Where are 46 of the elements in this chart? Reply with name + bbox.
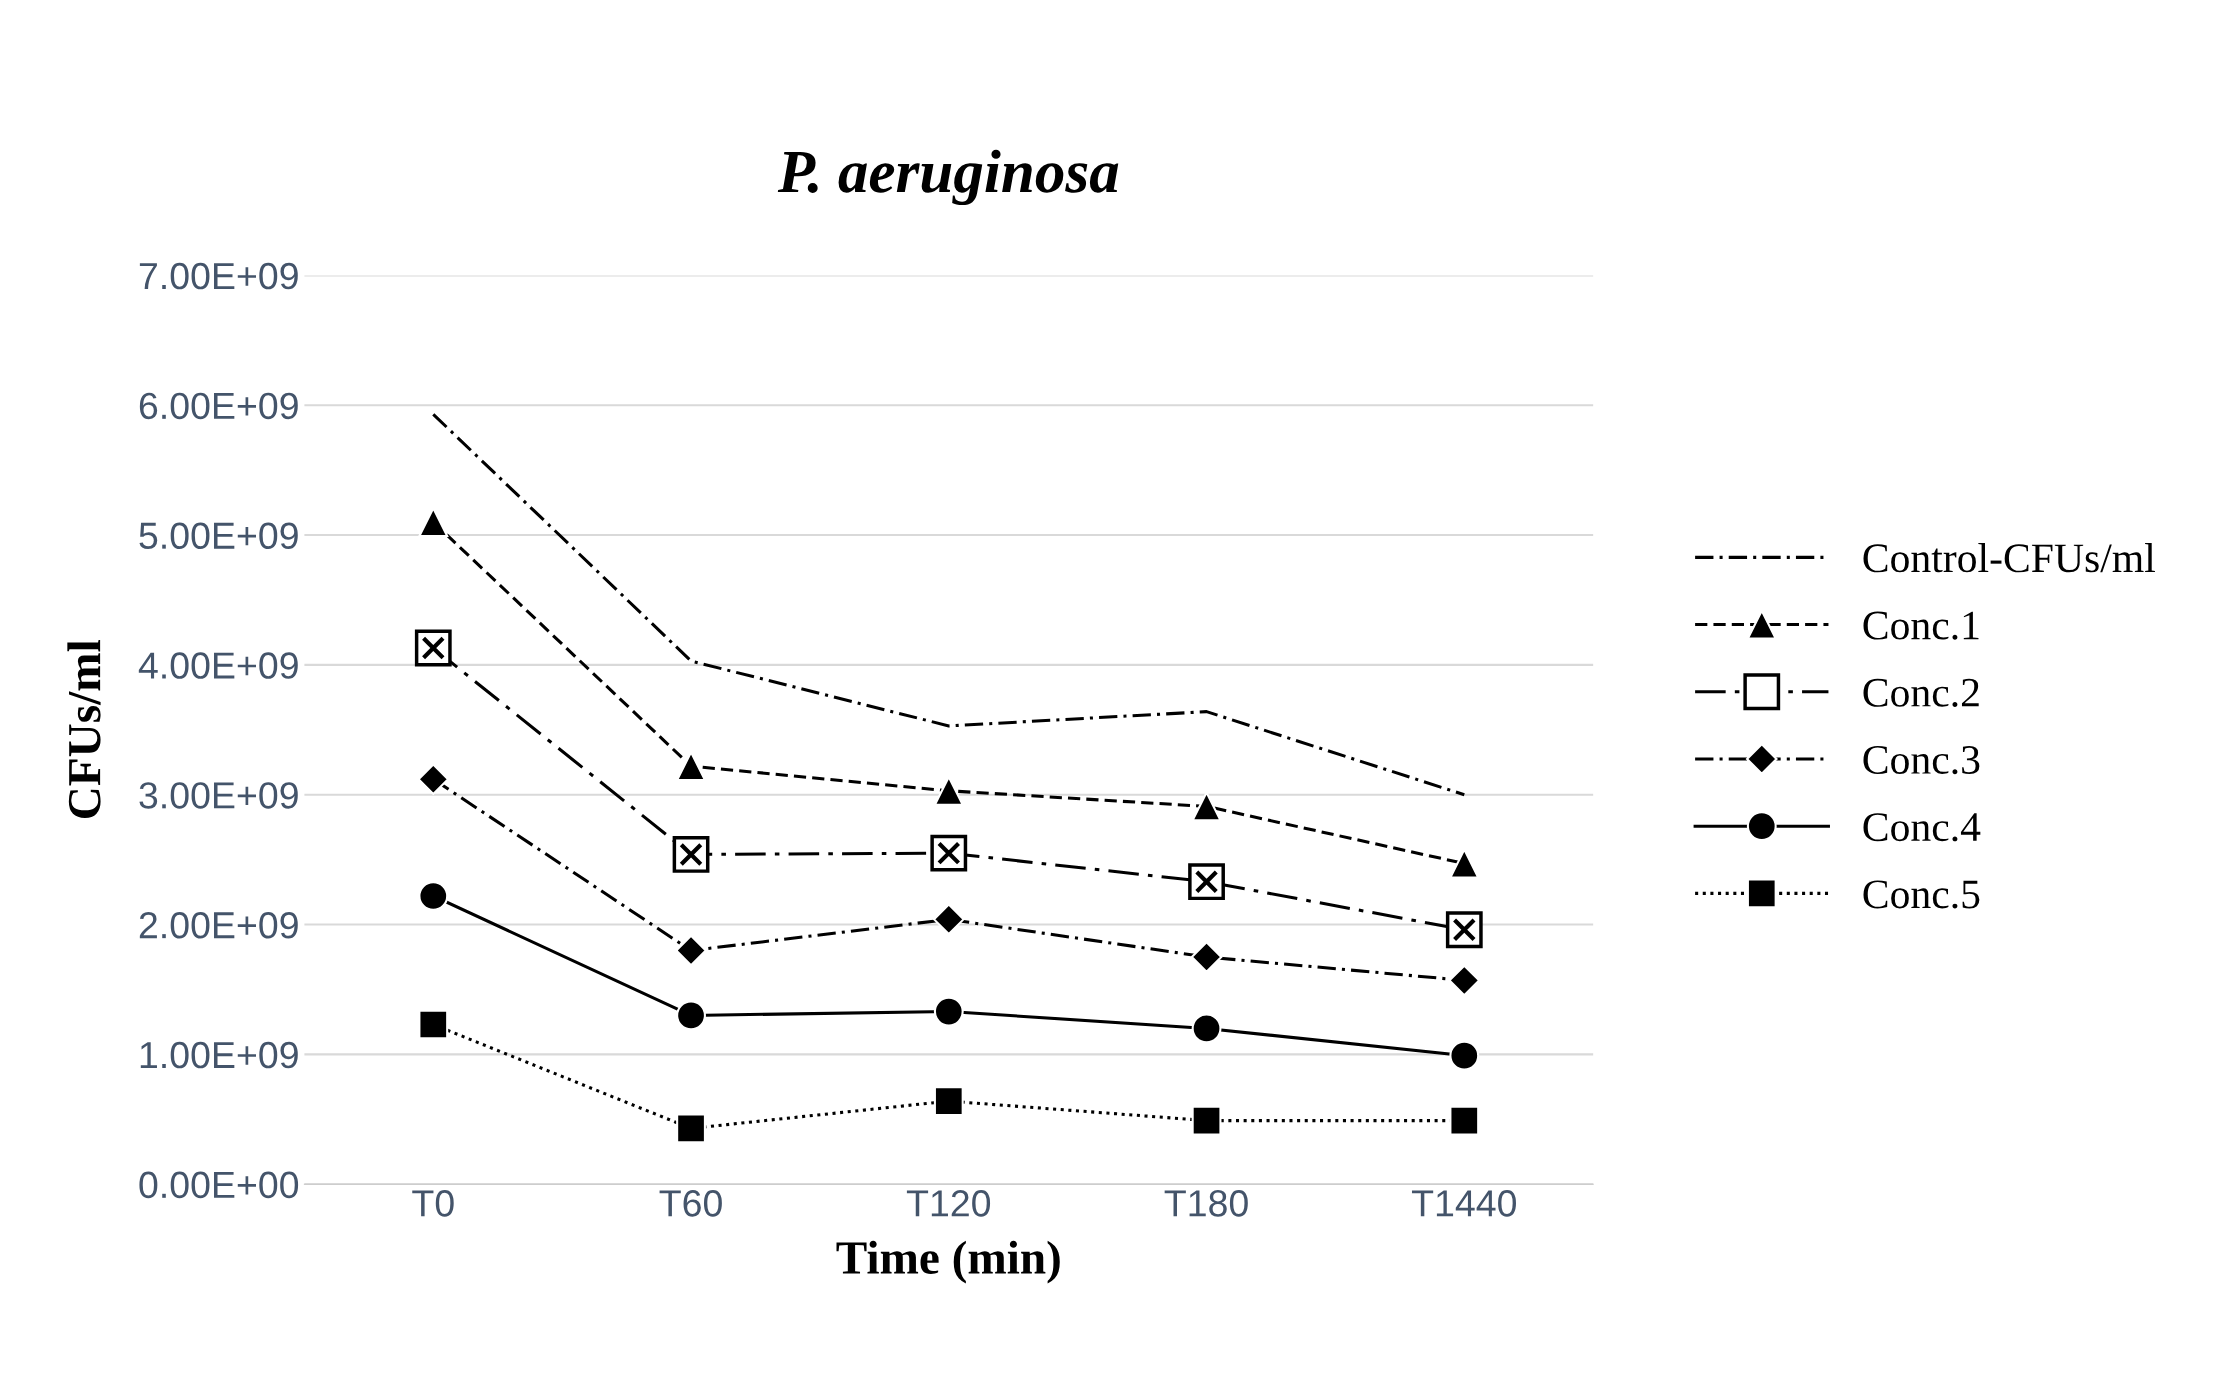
point bbox=[933, 903, 965, 936]
legend-label: Conc.3 bbox=[1863, 745, 1980, 775]
y-tick-label: 6.00E+09 bbox=[139, 392, 298, 420]
y-tick-label: 7.00E+09 bbox=[139, 262, 298, 290]
legend-label: Control-CFUs/ml bbox=[1863, 543, 2155, 573]
x-tick-label: T0 bbox=[412, 1190, 454, 1217]
point bbox=[417, 763, 450, 795]
line-series bbox=[431, 412, 1466, 797]
x-tick-label: T120 bbox=[906, 1190, 991, 1217]
point bbox=[933, 1086, 964, 1117]
y-tick-label: 2.00E+09 bbox=[139, 911, 298, 939]
point bbox=[676, 1000, 706, 1031]
chart-title: P. aeruginosa bbox=[777, 149, 1119, 206]
x-axis-title: Time (min) bbox=[836, 1240, 1060, 1284]
point bbox=[418, 1009, 449, 1040]
point bbox=[414, 629, 452, 667]
x-tick-label: T180 bbox=[1164, 1190, 1248, 1217]
point bbox=[418, 507, 449, 538]
point bbox=[1448, 964, 1481, 997]
point bbox=[1191, 1105, 1222, 1136]
y-tick-label: 1.00E+09 bbox=[140, 1041, 298, 1069]
point bbox=[1449, 1105, 1480, 1136]
legend-label: Conc.2 bbox=[1863, 678, 1979, 707]
point bbox=[676, 1113, 706, 1144]
point bbox=[676, 751, 706, 782]
point bbox=[1445, 911, 1483, 949]
legend-label: Conc.1 bbox=[1863, 611, 1979, 640]
point bbox=[933, 996, 964, 1027]
point bbox=[1449, 1040, 1480, 1071]
y-tick-label: 0.00E+00 bbox=[139, 1171, 299, 1199]
legend-label: Conc.4 bbox=[1863, 813, 1981, 842]
point bbox=[1191, 1013, 1222, 1044]
point bbox=[930, 834, 968, 872]
x-tick-label: T1440 bbox=[1411, 1190, 1516, 1217]
point bbox=[418, 881, 449, 911]
legend-label: Conc.5 bbox=[1863, 880, 1980, 909]
y-tick-label: 3.00E+09 bbox=[139, 782, 298, 809]
point bbox=[1191, 791, 1222, 822]
point bbox=[672, 836, 710, 873]
point bbox=[1188, 863, 1225, 901]
x-tick-label: T60 bbox=[659, 1190, 722, 1217]
y-tick-label: 4.00E+09 bbox=[138, 652, 298, 679]
y-axis-title: CFUs/ml bbox=[67, 640, 101, 818]
y-tick-label: 5.00E+09 bbox=[139, 522, 298, 550]
point bbox=[675, 934, 707, 967]
point bbox=[1190, 941, 1223, 973]
